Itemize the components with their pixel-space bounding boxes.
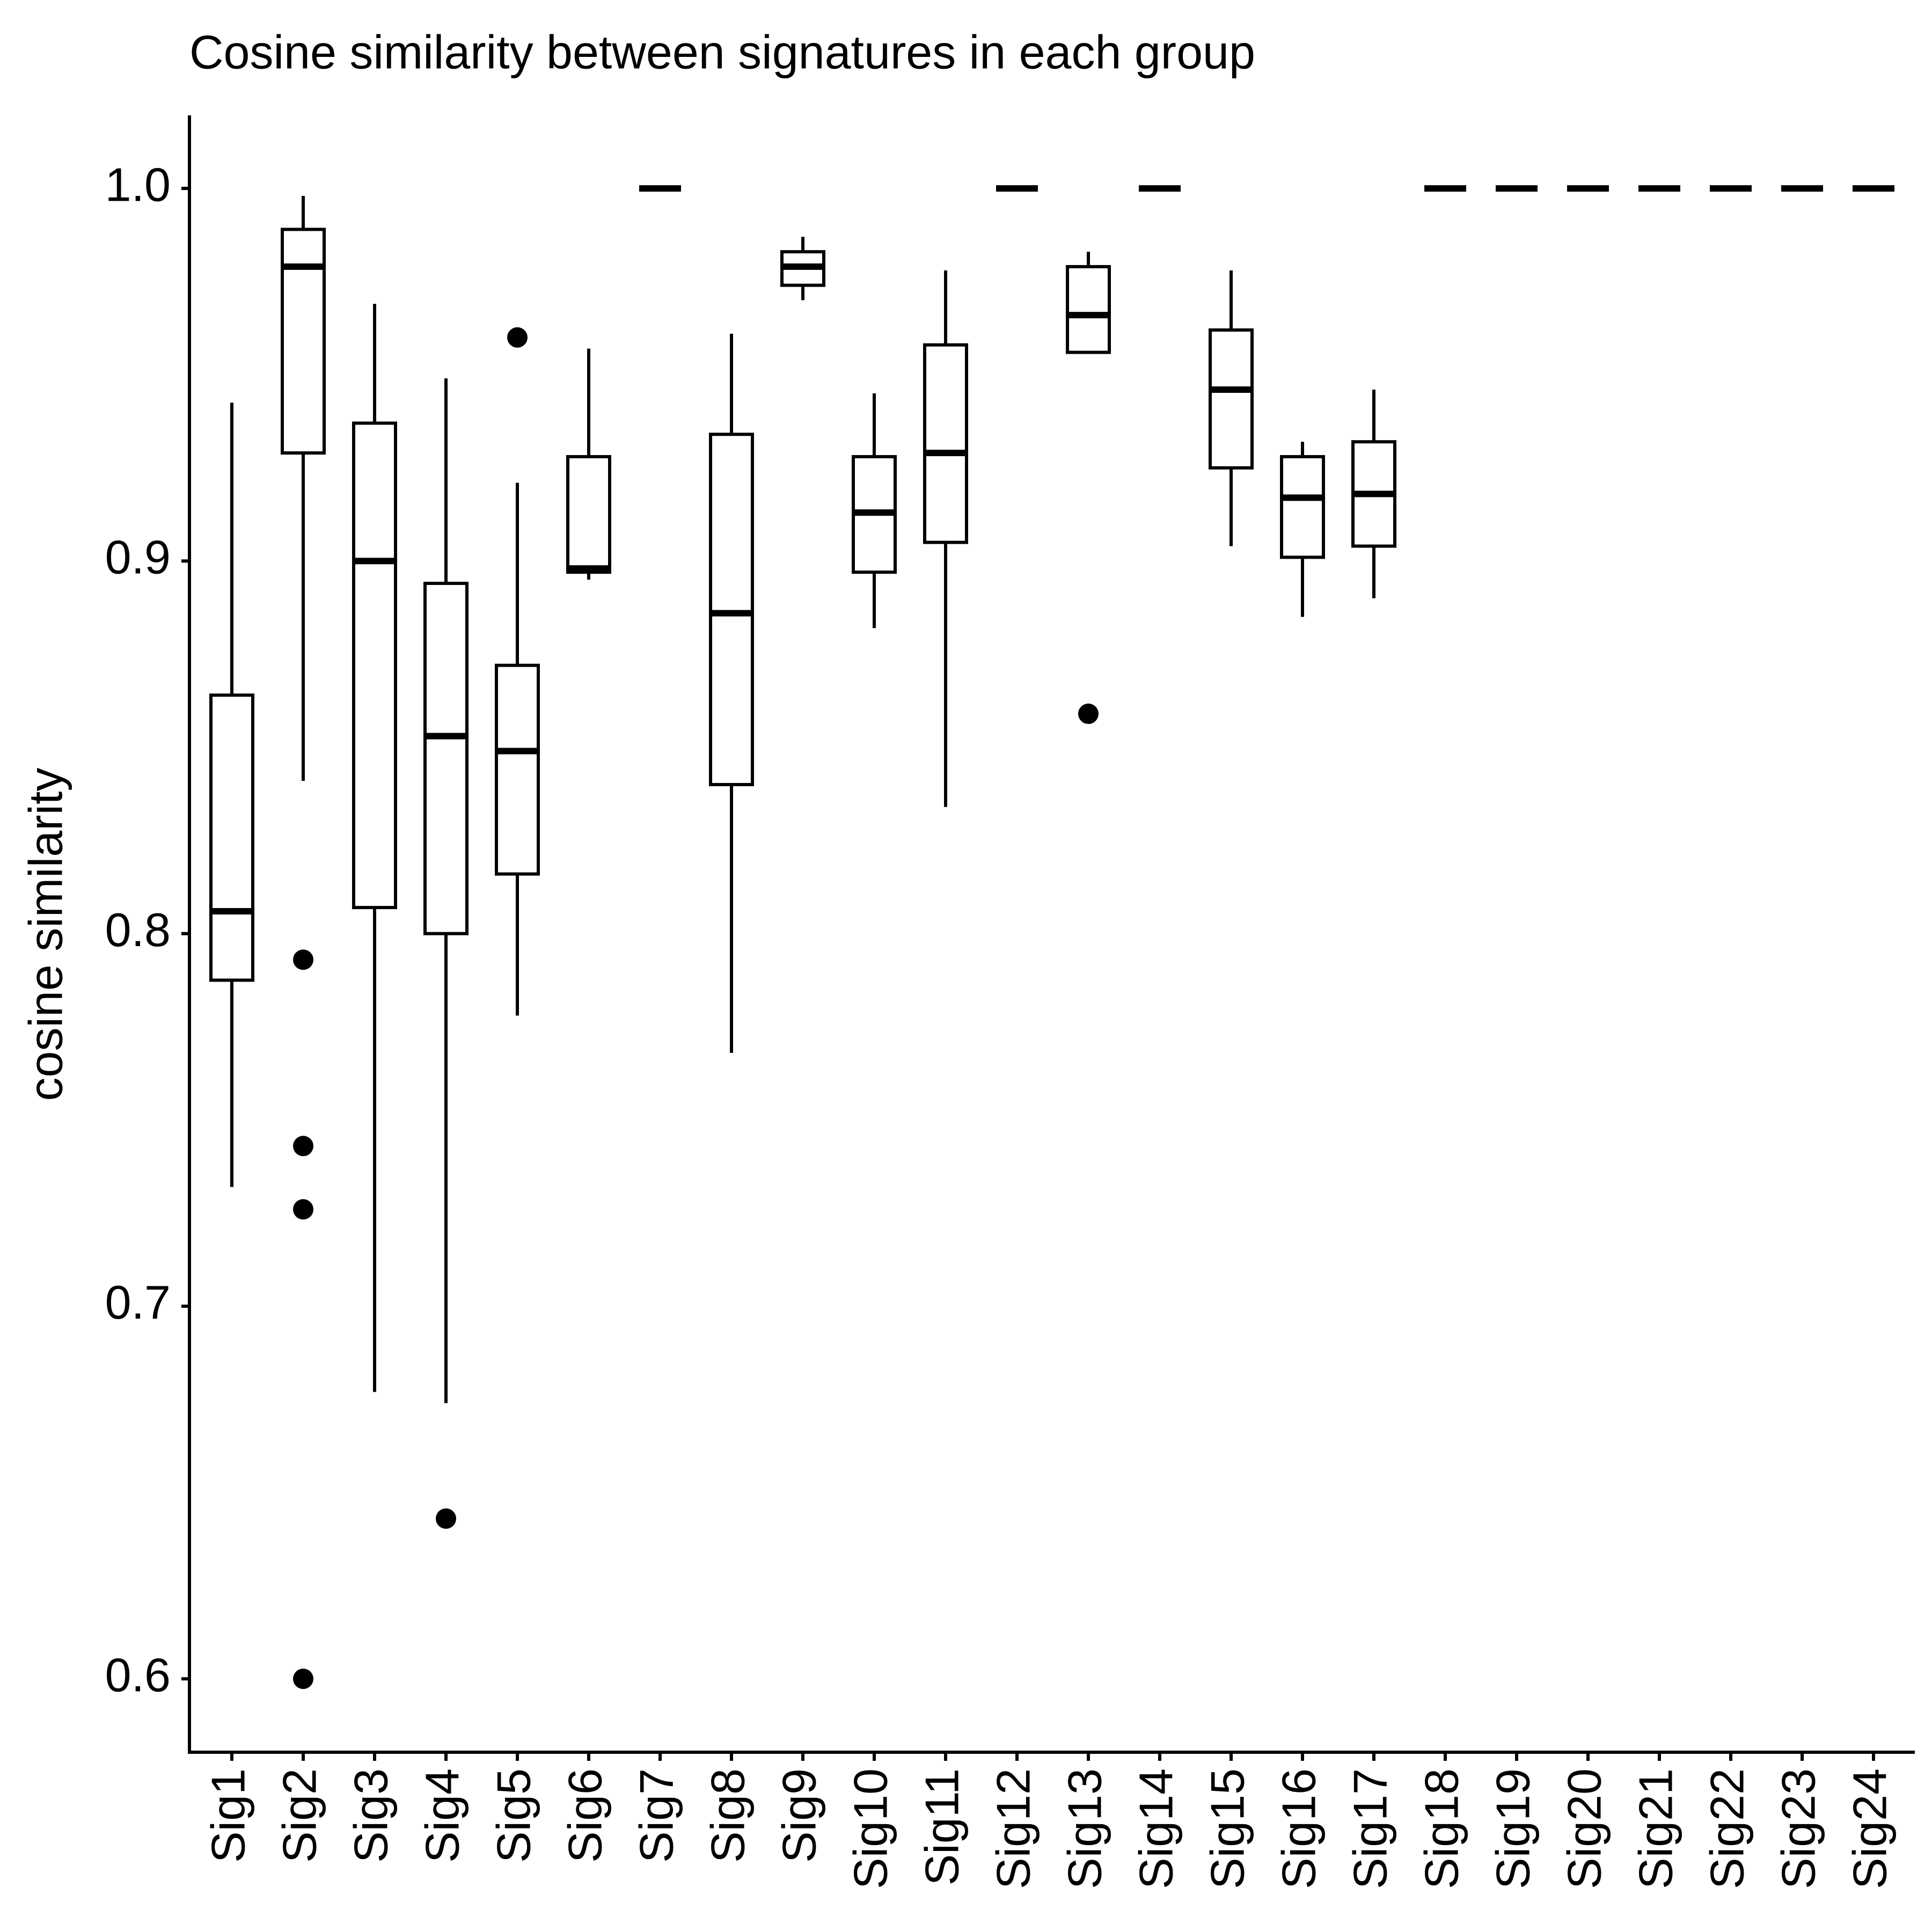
x-tick-label: Sig6 — [558, 1768, 611, 1863]
box — [1280, 455, 1325, 559]
box — [281, 228, 326, 455]
outlier — [436, 1508, 456, 1529]
y-tick-label: 0.7 — [105, 1276, 171, 1329]
box — [1209, 328, 1254, 470]
x-tick-label: Sig21 — [1629, 1768, 1682, 1889]
x-tick-label: Sig9 — [772, 1768, 825, 1863]
x-tick-label: Sig8 — [701, 1768, 754, 1863]
chart-title: Cosine similarity between signatures in … — [189, 25, 1255, 78]
x-tick-label: Sig19 — [1486, 1768, 1539, 1889]
box — [566, 455, 611, 574]
box — [495, 663, 540, 876]
x-tick-label: Sig16 — [1272, 1768, 1325, 1889]
x-tick-label: Sig4 — [415, 1768, 469, 1863]
y-axis-label: cosine similarity — [19, 767, 72, 1101]
box — [1066, 265, 1111, 354]
box — [923, 343, 968, 544]
outlier — [293, 1136, 313, 1157]
y-tick-label: 0.9 — [105, 531, 171, 584]
outlier — [293, 1199, 313, 1220]
box — [209, 693, 254, 982]
x-tick-label: Sig23 — [1772, 1768, 1825, 1889]
y-tick-label: 0.6 — [105, 1648, 171, 1701]
box — [352, 421, 397, 910]
outlier — [507, 327, 528, 348]
x-tick-label: Sig20 — [1557, 1768, 1611, 1889]
x-tick-label: Sig17 — [1343, 1768, 1396, 1889]
outlier — [293, 1668, 313, 1689]
x-tick-label: Sig13 — [1058, 1768, 1111, 1889]
x-tick-label: Sig3 — [344, 1768, 397, 1863]
x-tick-label: Sig12 — [986, 1768, 1040, 1889]
box — [709, 433, 754, 786]
x-tick-label: Sig11 — [915, 1768, 968, 1886]
x-tick-label: Sig14 — [1129, 1768, 1182, 1889]
y-tick-label: 0.8 — [105, 903, 171, 956]
box — [423, 582, 469, 935]
outlier — [1078, 704, 1099, 724]
x-tick-label: Sig7 — [630, 1768, 683, 1863]
x-tick-label: Sig18 — [1415, 1768, 1468, 1889]
x-tick-label: Sig10 — [844, 1768, 897, 1889]
x-tick-label: Sig24 — [1843, 1768, 1896, 1889]
x-tick-label: Sig15 — [1201, 1768, 1254, 1889]
outlier — [293, 949, 313, 970]
x-tick-label: Sig5 — [487, 1768, 540, 1863]
y-tick-label: 1.0 — [105, 158, 171, 211]
x-tick-label: Sig2 — [273, 1768, 326, 1863]
x-tick-label: Sig1 — [201, 1768, 254, 1863]
x-tick-label: Sig22 — [1700, 1768, 1753, 1889]
